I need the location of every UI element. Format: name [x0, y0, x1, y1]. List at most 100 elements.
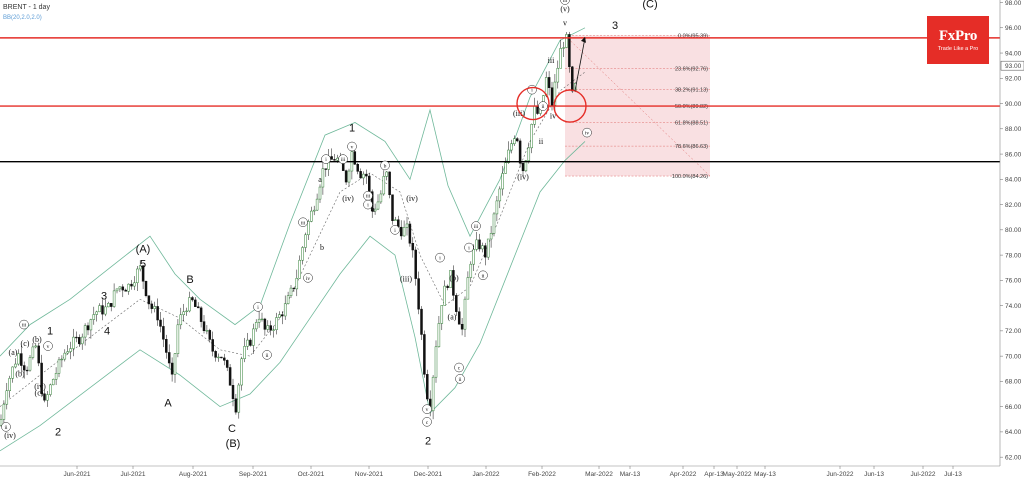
circled-wave-label: iii — [471, 221, 481, 231]
candle — [373, 203, 377, 215]
wave-annotations-layer: (C) (A) (B) 1 2 3 3 4 5 A B C 1 2 v (v) a b a (iv) (iv) (iii)… — [1, 0, 658, 450]
wave-label: (iv) — [4, 431, 16, 440]
candle — [565, 32, 568, 49]
candle — [466, 271, 470, 300]
candle — [104, 299, 107, 317]
svg-text:v: v — [47, 344, 50, 350]
candle — [75, 331, 78, 343]
y-tick-label: 86.00 — [1005, 151, 1022, 158]
candle — [22, 361, 26, 379]
candle — [402, 220, 406, 237]
fxpro-logo[interactable]: FxPro Trade Like a Pro — [927, 16, 989, 64]
svg-text:iii: iii — [474, 224, 479, 230]
circled-wave-label: c — [422, 417, 432, 427]
candle — [527, 142, 531, 164]
candle — [365, 169, 368, 184]
candle — [205, 325, 209, 335]
y-tick-label: 76.00 — [1005, 278, 1022, 285]
candle — [43, 389, 46, 403]
logo-tagline: Trade Like a Pro — [937, 46, 979, 52]
candle — [359, 168, 362, 179]
x-tick-label: Feb-2022 — [528, 471, 556, 478]
circled-wave-label: v — [43, 341, 53, 351]
candle — [25, 366, 29, 376]
wave-label: 3 — [612, 20, 618, 32]
svg-text:93.00: 93.00 — [1005, 63, 1022, 70]
candle — [243, 337, 246, 363]
candle — [571, 65, 574, 93]
candle — [379, 190, 383, 204]
candle — [414, 246, 417, 286]
candle — [324, 168, 328, 177]
current-price-marker: 93.00 — [1000, 60, 1024, 71]
wave-label: 3 — [101, 290, 107, 302]
circled-wave-label: i — [253, 302, 263, 312]
target-circle — [553, 89, 587, 123]
candle — [83, 323, 87, 346]
wave-label: (v) — [560, 4, 570, 13]
wave-label: iv — [550, 112, 556, 121]
candle — [72, 328, 75, 357]
candle — [394, 216, 397, 221]
candle — [89, 318, 93, 339]
svg-text:v: v — [426, 407, 429, 413]
wave-label: b — [320, 243, 324, 252]
x-axis[interactable]: Jun-2021 Jul-2021 Aug-2021 Sep-2021 Oct-2021… — [63, 466, 962, 478]
candle — [109, 303, 113, 312]
candle — [423, 330, 426, 378]
candle — [295, 269, 299, 297]
candle — [443, 280, 446, 306]
y-axis[interactable]: 62.00 64.00 66.00 68.00 70.00 72.00 74.00 76.00… — [1000, 0, 1024, 461]
candle — [501, 166, 504, 196]
candle — [437, 316, 441, 348]
x-tick-label: May-2022 — [723, 471, 752, 478]
bollinger-middle — [0, 71, 586, 407]
y-tick-label: 82.00 — [1005, 202, 1022, 209]
y-tick-label: 62.00 — [1005, 454, 1022, 461]
wave-label: 5 — [140, 259, 146, 271]
candle — [165, 334, 168, 359]
svg-text:iii: iii — [563, 0, 568, 4]
candle — [321, 160, 325, 195]
x-tick-label: Jun-2022 — [826, 471, 853, 478]
candle — [347, 168, 351, 187]
candle — [31, 343, 35, 360]
circled-wave-label: iii — [338, 154, 348, 164]
candle — [263, 317, 267, 336]
bollinger-upper — [0, 27, 586, 357]
chart-title: BRENT - 1 day — [3, 4, 50, 11]
candle — [272, 326, 275, 338]
wave-label: (iv) — [342, 194, 354, 203]
svg-text:ii: ii — [458, 377, 462, 383]
candle — [5, 382, 9, 410]
candle — [8, 375, 11, 398]
projection-arrow — [574, 37, 586, 92]
candle — [228, 364, 232, 386]
circled-wave-label: i — [363, 199, 373, 210]
candle — [510, 139, 513, 154]
wave-label: A — [164, 398, 172, 410]
candle — [98, 303, 101, 313]
candle — [51, 378, 55, 386]
candle — [562, 41, 565, 58]
circled-wave-label: iii — [560, 0, 570, 5]
candle — [452, 265, 455, 301]
candle — [34, 342, 38, 349]
y-tick-label: 72.00 — [1005, 328, 1022, 335]
candle — [0, 414, 3, 427]
candle — [202, 315, 206, 334]
candle — [446, 284, 449, 291]
svg-text:i: i — [531, 88, 533, 94]
candle — [391, 194, 394, 225]
wave-label: (b) — [32, 335, 42, 344]
x-tick-label: Nov-2021 — [355, 471, 384, 478]
candle — [107, 301, 110, 308]
y-tick-label: 90.00 — [1005, 101, 1022, 108]
wave-label: iii — [548, 56, 555, 65]
candle — [257, 311, 261, 328]
candle — [318, 184, 322, 203]
x-tick-label: Mar-2022 — [585, 471, 613, 478]
wave-label: 2 — [55, 427, 61, 439]
